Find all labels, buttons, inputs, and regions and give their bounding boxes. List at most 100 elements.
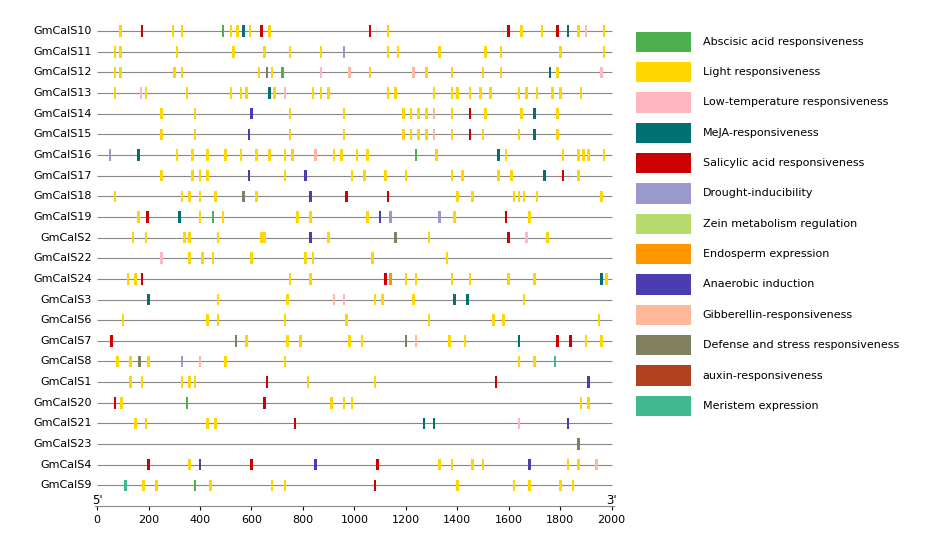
Bar: [450, 170, 453, 181]
Bar: [368, 67, 371, 78]
Bar: [343, 397, 345, 409]
Bar: [520, 108, 522, 120]
Bar: [535, 87, 538, 99]
Bar: [532, 108, 535, 120]
Text: GmCalS20: GmCalS20: [33, 398, 92, 408]
Bar: [244, 87, 247, 99]
Bar: [456, 479, 458, 491]
Bar: [373, 479, 376, 491]
Bar: [340, 149, 343, 161]
Text: GmCalS18: GmCalS18: [33, 191, 92, 201]
Bar: [525, 87, 528, 99]
FancyBboxPatch shape: [635, 214, 690, 234]
Bar: [222, 211, 225, 223]
Bar: [283, 170, 286, 181]
Bar: [577, 438, 579, 450]
FancyBboxPatch shape: [635, 305, 690, 325]
Text: Light responsiveness: Light responsiveness: [702, 67, 819, 77]
Bar: [599, 273, 602, 285]
Bar: [522, 294, 525, 305]
Bar: [546, 232, 548, 244]
Bar: [432, 108, 435, 120]
Text: GmCalS7: GmCalS7: [41, 336, 92, 346]
Bar: [286, 294, 289, 305]
Bar: [262, 46, 265, 58]
Bar: [558, 479, 561, 491]
Bar: [550, 87, 553, 99]
Bar: [134, 418, 137, 429]
Bar: [566, 26, 568, 37]
Text: GmCalS13: GmCalS13: [34, 88, 92, 98]
Bar: [250, 459, 252, 470]
Bar: [144, 418, 147, 429]
Bar: [343, 108, 345, 120]
Bar: [577, 459, 579, 470]
Bar: [194, 128, 196, 140]
Bar: [120, 397, 123, 409]
Bar: [540, 26, 543, 37]
Bar: [113, 191, 116, 202]
Bar: [543, 170, 546, 181]
Bar: [312, 252, 314, 264]
Bar: [556, 67, 558, 78]
Bar: [188, 232, 191, 244]
Bar: [116, 356, 119, 367]
Bar: [343, 46, 345, 58]
Bar: [177, 211, 180, 223]
Bar: [271, 479, 273, 491]
Bar: [198, 211, 201, 223]
Bar: [361, 335, 363, 346]
Bar: [428, 232, 430, 244]
Bar: [289, 108, 291, 120]
Bar: [599, 335, 602, 346]
Bar: [414, 335, 417, 346]
Bar: [141, 273, 143, 285]
Bar: [250, 252, 252, 264]
Bar: [173, 67, 176, 78]
Bar: [160, 108, 162, 120]
Bar: [528, 211, 531, 223]
Bar: [404, 335, 407, 346]
Text: 3': 3': [606, 494, 616, 507]
Bar: [222, 26, 225, 37]
Bar: [412, 294, 414, 305]
Bar: [140, 87, 142, 99]
Bar: [209, 479, 211, 491]
Bar: [450, 67, 453, 78]
Bar: [507, 232, 510, 244]
Bar: [414, 273, 417, 285]
Bar: [113, 397, 116, 409]
Bar: [401, 108, 404, 120]
Bar: [119, 26, 122, 37]
Bar: [329, 397, 332, 409]
FancyBboxPatch shape: [635, 244, 690, 265]
Bar: [180, 376, 183, 388]
Bar: [122, 314, 124, 326]
Bar: [355, 149, 358, 161]
Text: 5': 5': [92, 494, 102, 507]
Bar: [556, 26, 558, 37]
Bar: [481, 459, 484, 470]
Bar: [247, 128, 250, 140]
Bar: [489, 87, 492, 99]
Text: GmCalS4: GmCalS4: [41, 460, 92, 470]
Bar: [412, 67, 414, 78]
Bar: [345, 314, 347, 326]
Bar: [129, 356, 131, 367]
Bar: [602, 149, 604, 161]
Bar: [414, 149, 417, 161]
Bar: [556, 128, 558, 140]
Text: GmCalS19: GmCalS19: [33, 212, 92, 222]
Bar: [507, 26, 510, 37]
Bar: [194, 108, 196, 120]
Bar: [446, 252, 447, 264]
Text: GmCalS14: GmCalS14: [33, 109, 92, 119]
Bar: [528, 459, 531, 470]
Bar: [309, 191, 312, 202]
Bar: [582, 149, 584, 161]
Bar: [553, 356, 556, 367]
Bar: [568, 335, 571, 346]
Bar: [464, 335, 465, 346]
Bar: [273, 87, 276, 99]
Bar: [584, 26, 586, 37]
